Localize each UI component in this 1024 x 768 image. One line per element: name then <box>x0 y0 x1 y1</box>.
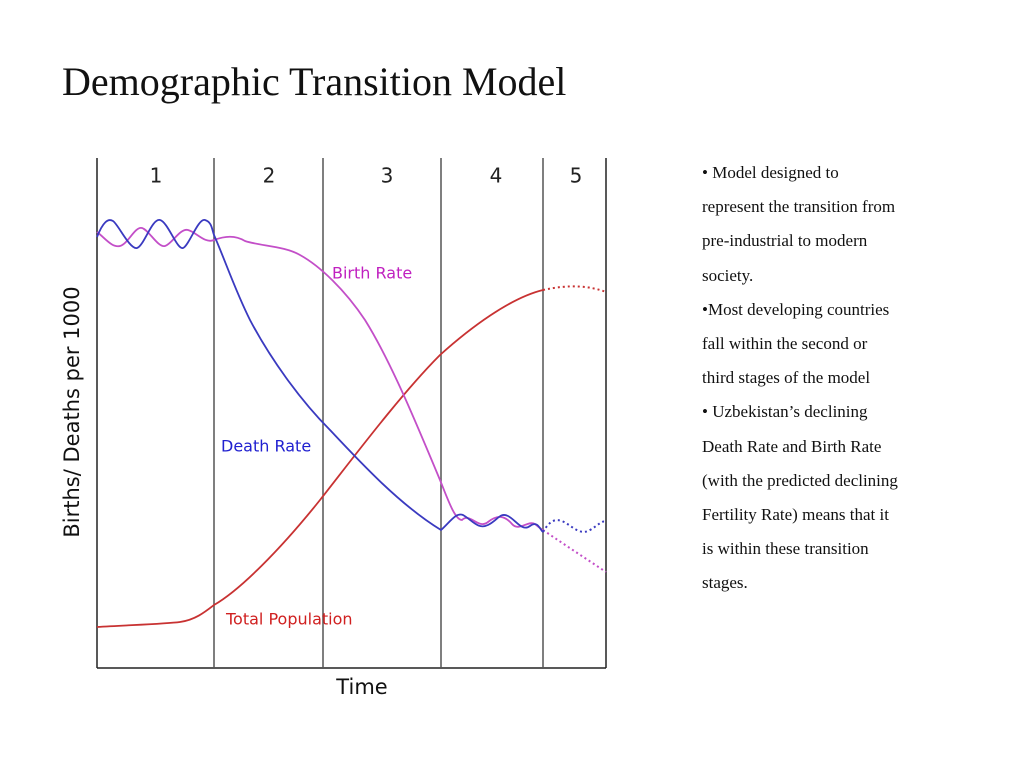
birth-rate-curve <box>96 227 544 531</box>
notes: • Model designed to represent the transi… <box>702 156 902 601</box>
stage-label: 2 <box>263 164 276 188</box>
birth-rate-label: Birth Rate <box>332 264 412 283</box>
stage-label: 1 <box>150 164 163 188</box>
note: • Model designed to represent the transi… <box>702 163 896 285</box>
population-label: Total Population <box>225 610 353 629</box>
death-rate-curve <box>96 219 544 533</box>
population-curve-projected <box>542 285 607 293</box>
x-axis-label: Time <box>335 675 387 699</box>
stage-label: 3 <box>381 164 394 188</box>
note: • Uzbekistan’s declining Death Rate and … <box>702 402 898 593</box>
slide-title: Demographic Transition Model <box>62 59 567 104</box>
population-curve <box>96 289 544 628</box>
stage-label: 4 <box>490 164 503 188</box>
death-rate-label: Death Rate <box>221 437 311 456</box>
y-axis-label: Births/ Deaths per 1000 <box>60 286 84 537</box>
stage-label: 5 <box>570 164 583 188</box>
frame <box>96 158 607 669</box>
note: •Most developing countries fall within t… <box>702 299 890 388</box>
birth-rate-curve-projected <box>542 529 607 573</box>
death-rate-curve-projected <box>542 519 607 533</box>
